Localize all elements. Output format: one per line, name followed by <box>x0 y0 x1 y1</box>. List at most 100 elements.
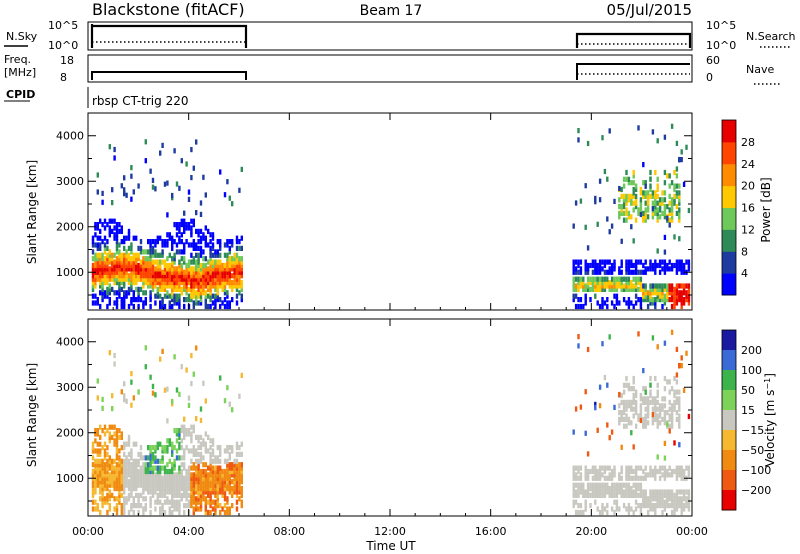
power-cell <box>668 297 671 303</box>
velocity-cell <box>149 445 152 451</box>
velocity-cell <box>589 492 592 498</box>
velocity-cell <box>94 479 97 485</box>
power-cell <box>195 245 198 251</box>
velocity-cell <box>144 465 147 471</box>
velocity-cell <box>668 503 671 509</box>
power-cell <box>190 290 193 296</box>
power-cell <box>238 269 241 275</box>
velocity-cell <box>598 486 602 492</box>
velocity-cell <box>606 503 609 509</box>
power-cell <box>603 262 607 269</box>
power-cell <box>202 290 205 296</box>
velocity-cell <box>187 431 191 437</box>
velocity-cell <box>137 458 140 464</box>
velocity-cell <box>199 434 203 440</box>
power-cell <box>687 283 691 289</box>
velocity-cell <box>685 503 688 509</box>
velocity-cell <box>142 496 145 502</box>
velocity-cell <box>147 486 150 492</box>
power-cell <box>168 273 171 279</box>
power-cell <box>584 283 587 289</box>
power-cell <box>656 210 659 216</box>
velocity-cell <box>630 430 633 436</box>
velocity-cell <box>610 486 614 492</box>
velocity-cell <box>195 486 198 492</box>
velocity-cell <box>187 465 191 471</box>
velocity-cell <box>108 465 111 471</box>
power-cell <box>216 280 219 286</box>
velocity-cell <box>610 492 614 498</box>
power-cell <box>642 217 645 223</box>
velocity-cell <box>673 499 676 505</box>
velocity-cell <box>646 496 650 502</box>
power-cell <box>209 283 212 289</box>
power-cell <box>673 234 676 240</box>
velocity-cell <box>99 479 102 485</box>
velocity-cell <box>574 492 578 498</box>
velocity-cell <box>639 503 643 509</box>
velocity-cell <box>159 475 162 481</box>
power-cell <box>202 266 205 272</box>
velocity-cell <box>216 499 219 505</box>
velocity-cell <box>651 406 655 412</box>
power-cell <box>214 266 217 272</box>
power-cell <box>96 256 99 262</box>
power-cell <box>161 286 164 292</box>
velocity-cell <box>634 423 638 429</box>
velocity-cell <box>632 413 635 419</box>
nsky-panel-frame <box>87 21 693 51</box>
velocity-cell <box>594 472 597 478</box>
velocity-cell <box>108 503 111 509</box>
power-cell <box>209 286 212 292</box>
velocity-cell <box>204 431 207 437</box>
power-cell <box>132 259 135 265</box>
velocity-cell <box>178 489 181 495</box>
power-cell <box>125 192 128 198</box>
velocity-cell <box>149 458 152 464</box>
power-cell <box>178 239 181 245</box>
power-cell <box>680 157 683 163</box>
power-cell <box>577 276 580 282</box>
velocity-cell <box>187 402 191 408</box>
velocity-cell <box>687 499 691 505</box>
velocity-cell <box>125 455 128 461</box>
velocity-cell <box>211 438 215 444</box>
power-cell <box>577 137 580 143</box>
power-cell <box>149 303 152 310</box>
velocity-cell <box>195 416 198 422</box>
velocity-cell <box>99 465 102 471</box>
velocity-cell <box>615 503 619 509</box>
power-cell <box>238 259 241 265</box>
velocity-cell <box>594 482 597 488</box>
power-cell <box>211 273 215 279</box>
velocity-cell <box>147 475 150 481</box>
power-cell <box>173 273 176 279</box>
velocity-cell <box>663 472 667 478</box>
power-cell <box>654 303 657 310</box>
velocity-cell <box>185 428 188 434</box>
power-cell <box>622 286 626 292</box>
velocity-cell <box>219 445 222 451</box>
power-cell <box>646 190 650 196</box>
velocity-cell <box>103 475 107 481</box>
velocity-cell <box>178 486 181 492</box>
velocity-cell <box>202 455 205 461</box>
power-cell <box>113 269 116 275</box>
velocity-cell <box>178 441 181 447</box>
velocity-cell <box>644 386 647 392</box>
power-cell <box>192 273 195 279</box>
power-cell <box>579 303 583 310</box>
velocity-cell <box>209 489 212 495</box>
velocity-cell <box>173 465 176 471</box>
power-cell <box>154 266 157 272</box>
velocity-cell <box>137 475 140 481</box>
y-tick-label: 3000 <box>56 175 84 188</box>
power-cell <box>656 138 659 144</box>
power-cell <box>151 266 155 272</box>
power-cell <box>171 297 174 303</box>
velocity-cell <box>216 503 219 509</box>
power-cell <box>149 259 152 265</box>
velocity-cell <box>183 479 186 485</box>
power-cell <box>654 193 657 199</box>
velocity-cell <box>634 403 638 409</box>
